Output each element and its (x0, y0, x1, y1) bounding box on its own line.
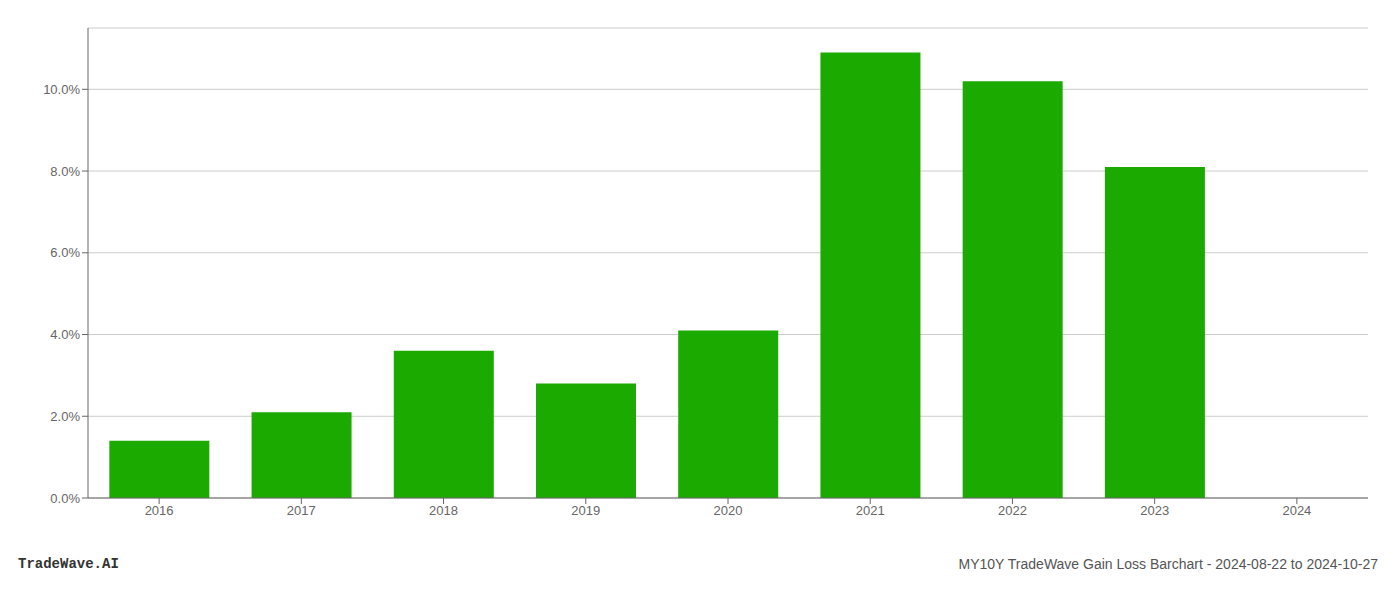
svg-text:2023: 2023 (1140, 503, 1169, 518)
svg-text:0.0%: 0.0% (50, 491, 80, 506)
svg-text:2019: 2019 (571, 503, 600, 518)
svg-text:2021: 2021 (856, 503, 885, 518)
svg-text:2017: 2017 (287, 503, 316, 518)
svg-text:4.0%: 4.0% (50, 327, 80, 342)
svg-text:2024: 2024 (1282, 503, 1311, 518)
html-text:TradeWave.AI: TradeWave.AI (18, 556, 119, 572)
svg-text:2020: 2020 (714, 503, 743, 518)
svg-text:8.0%: 8.0% (50, 164, 80, 179)
svg-text:2016: 2016 (145, 503, 174, 518)
svg-text:2018: 2018 (429, 503, 458, 518)
svg-text:6.0%: 6.0% (50, 245, 80, 260)
html-text:MY10Y TradeWave Gain Loss Barc: MY10Y TradeWave Gain Loss Barchart - 202… (958, 556, 1378, 572)
svg-text:2.0%: 2.0% (50, 409, 80, 424)
svg-text:2022: 2022 (998, 503, 1027, 518)
svg-text:10.0%: 10.0% (43, 82, 80, 97)
